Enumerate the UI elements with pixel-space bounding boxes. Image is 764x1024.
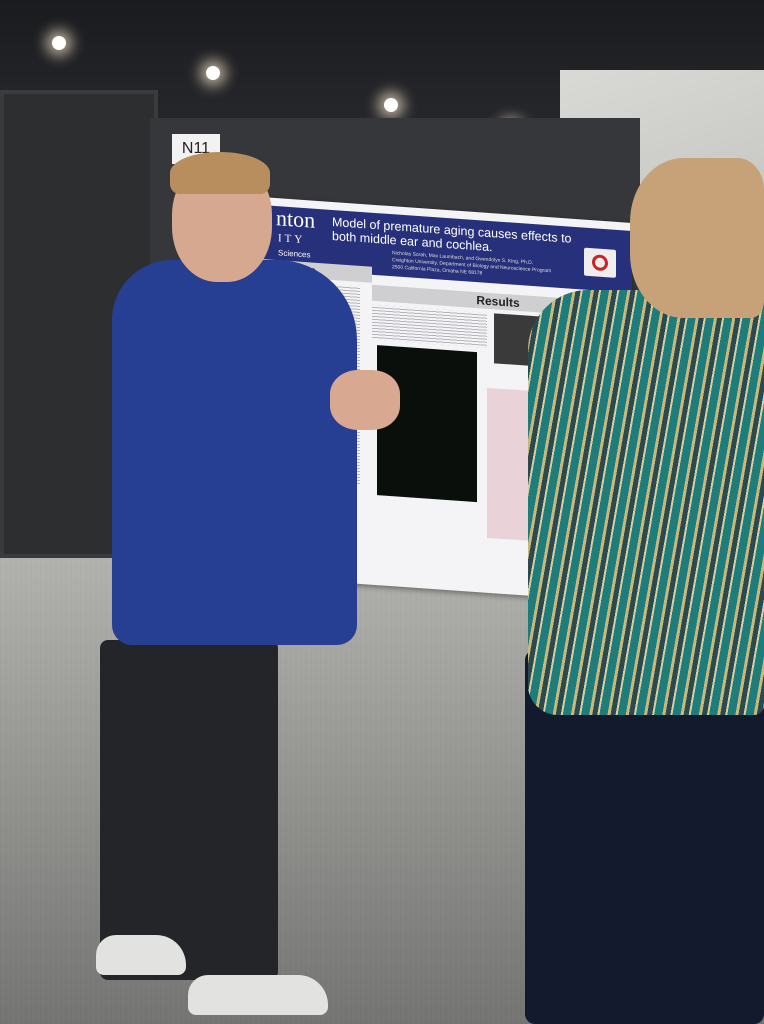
university-logo: nton — [276, 205, 316, 233]
person-presenter-pants — [100, 640, 278, 980]
ceiling-light — [384, 98, 398, 112]
person-viewer-head — [630, 158, 764, 318]
graph-panel — [372, 304, 487, 348]
presenter-hair — [170, 152, 270, 194]
ceiling-light — [206, 66, 220, 80]
person-viewer-striped-shirt — [528, 290, 764, 715]
university-logo-sub: ITY — [278, 232, 306, 247]
shoe — [96, 935, 186, 975]
person-presenter-jacket — [112, 260, 357, 645]
presenter-hand — [330, 370, 400, 430]
shoe — [188, 975, 328, 1015]
department-label: Sciences — [278, 248, 311, 260]
fluorescence-micrographs — [377, 345, 477, 503]
poster-title: Model of premature aging causes effects … — [332, 214, 572, 255]
ceiling-light — [52, 36, 66, 50]
no-smoking-icon — [584, 247, 616, 278]
